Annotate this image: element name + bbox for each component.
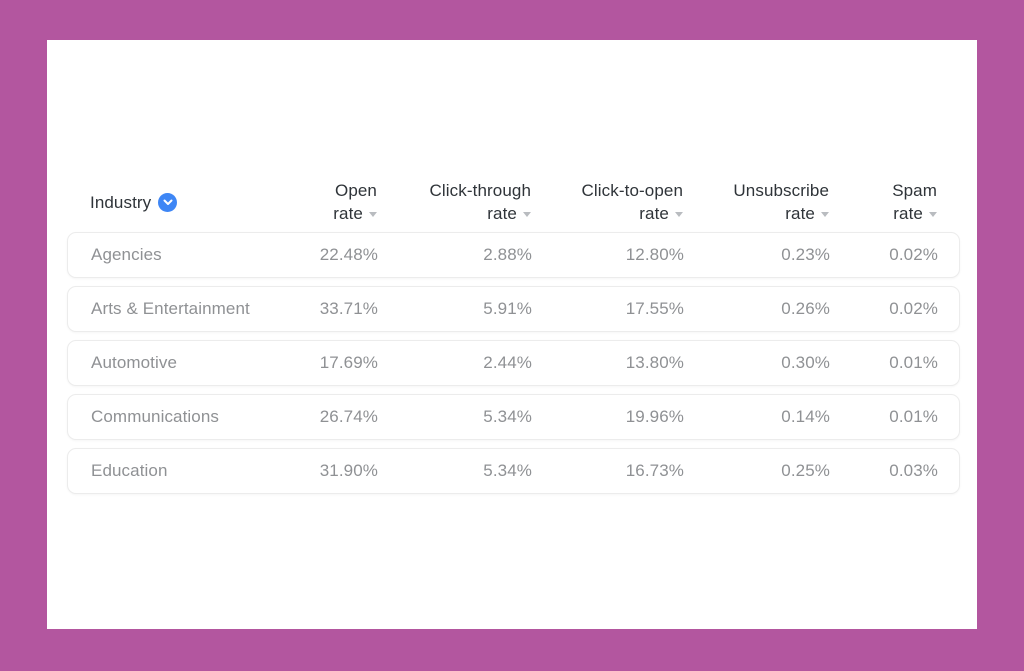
spam_rate-cell: 0.02% bbox=[889, 245, 938, 264]
column-header-label: rate bbox=[785, 204, 815, 223]
table-row: Education 31.90% 5.34% 16.73% 0.25% 0.03% bbox=[67, 448, 960, 494]
spam_rate-cell: 0.01% bbox=[889, 353, 938, 372]
spam_rate-cell: 0.02% bbox=[889, 299, 938, 318]
industry-cell: Automotive bbox=[91, 353, 178, 372]
spam_rate-cell: 0.01% bbox=[889, 407, 938, 426]
sort-caret-icon[interactable] bbox=[675, 212, 683, 217]
table-body: Agencies 22.48% 2.88% 12.80% 0.23% 0.02% Arts … bbox=[67, 232, 960, 494]
open_rate-cell: 33.71% bbox=[319, 299, 378, 318]
sort-caret-icon[interactable] bbox=[523, 212, 531, 217]
open_rate-cell: 26.74% bbox=[319, 407, 378, 426]
chevron-down-icon bbox=[163, 199, 173, 205]
industry-filter-button[interactable] bbox=[158, 192, 178, 212]
column-header-spam_rate[interactable]: Spam rate bbox=[829, 179, 937, 225]
column-header-label: rate bbox=[487, 204, 517, 223]
click_to_open_rate-cell: 19.96% bbox=[625, 407, 684, 426]
table-row: Agencies 22.48% 2.88% 12.80% 0.23% 0.02% bbox=[67, 232, 960, 278]
industry-cell: Arts & Entertainment bbox=[91, 299, 250, 318]
sort-caret-icon[interactable] bbox=[369, 212, 377, 217]
column-header-label: rate bbox=[893, 204, 923, 223]
click_to_open_rate-cell: 16.73% bbox=[625, 461, 684, 480]
sort-caret-icon[interactable] bbox=[929, 212, 937, 217]
click_through_rate-cell: 5.91% bbox=[483, 299, 532, 318]
click_to_open_rate-cell: 13.80% bbox=[625, 353, 684, 372]
click_through_rate-cell: 5.34% bbox=[483, 461, 532, 480]
open_rate-cell: 17.69% bbox=[319, 353, 378, 372]
column-header-open_rate[interactable]: Open rate bbox=[247, 179, 377, 225]
unsubscribe_rate-cell: 0.30% bbox=[781, 353, 830, 372]
column-header-label: Open bbox=[335, 181, 377, 200]
click_through_rate-cell: 5.34% bbox=[483, 407, 532, 426]
column-header-label: Unsubscribe bbox=[733, 181, 829, 200]
click_through_rate-cell: 2.44% bbox=[483, 353, 532, 372]
column-header-industry: Industry bbox=[90, 191, 247, 214]
open_rate-cell: 31.90% bbox=[319, 461, 378, 480]
click_to_open_rate-cell: 17.55% bbox=[625, 299, 684, 318]
column-header-unsubscribe_rate[interactable]: Unsubscribe rate bbox=[683, 179, 829, 225]
column-header-label: Spam bbox=[892, 181, 937, 200]
column-header-click_to_open_rate[interactable]: Click-to-open rate bbox=[531, 179, 683, 225]
unsubscribe_rate-cell: 0.23% bbox=[781, 245, 830, 264]
table-row: Arts & Entertainment 33.71% 5.91% 17.55% 0.2… bbox=[67, 286, 960, 332]
unsubscribe_rate-cell: 0.14% bbox=[781, 407, 830, 426]
industry-cell: Agencies bbox=[91, 245, 162, 264]
table-row: Automotive 17.69% 2.44% 13.80% 0.30% 0.01% bbox=[67, 340, 960, 386]
column-header-label: Industry bbox=[90, 192, 152, 212]
unsubscribe_rate-cell: 0.26% bbox=[781, 299, 830, 318]
column-header-label: Click-to-open bbox=[581, 181, 683, 200]
industry-benchmarks-table: Industry Open rate Click-through rate Click-t… bbox=[67, 179, 960, 494]
unsubscribe_rate-cell: 0.25% bbox=[781, 461, 830, 480]
table-header-row: Industry Open rate Click-through rate Click-t… bbox=[67, 179, 960, 225]
industry-cell: Communications bbox=[91, 407, 220, 426]
click_through_rate-cell: 2.88% bbox=[483, 245, 532, 264]
column-header-label: rate bbox=[333, 204, 363, 223]
industry-cell: Education bbox=[91, 461, 168, 480]
column-header-label: Click-through bbox=[429, 181, 531, 200]
spam_rate-cell: 0.03% bbox=[889, 461, 938, 480]
sort-caret-icon[interactable] bbox=[821, 212, 829, 217]
table-row: Communications 26.74% 5.34% 19.96% 0.14% 0.01… bbox=[67, 394, 960, 440]
column-header-click_through_rate[interactable]: Click-through rate bbox=[377, 179, 531, 225]
click_to_open_rate-cell: 12.80% bbox=[625, 245, 684, 264]
open_rate-cell: 22.48% bbox=[319, 245, 378, 264]
content-card: Industry Open rate Click-through rate Click-t… bbox=[47, 40, 977, 629]
column-header-label: rate bbox=[639, 204, 669, 223]
